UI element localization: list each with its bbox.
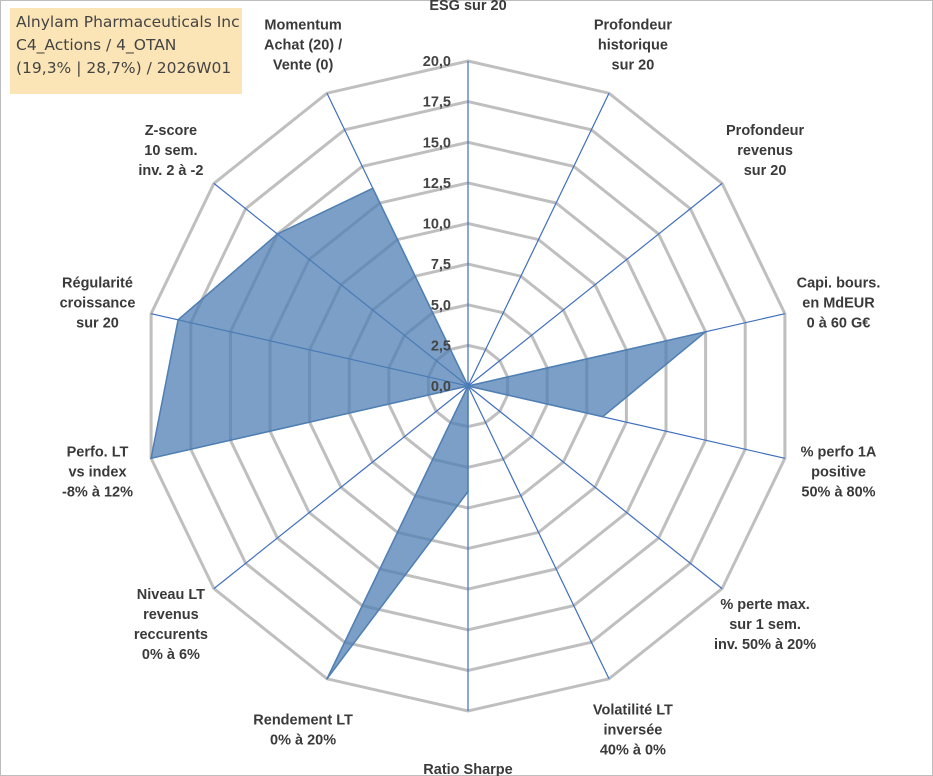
axis-label-3-line-2: 0 à 60 G€	[807, 315, 871, 331]
info-box: Alnylam Pharmaceuticals Inc C4_Actions /…	[10, 8, 242, 94]
spoke-2	[467, 182, 723, 387]
axis-label-9-line-1: revenus	[143, 607, 199, 623]
data-point-12	[276, 233, 279, 235]
axis-label-13-line-1: Achat (20) /	[264, 38, 342, 54]
series-area	[150, 187, 707, 680]
tick-label-4: 10,0	[423, 217, 451, 233]
axis-label-0-line-1: ESG sur 20	[429, 0, 506, 14]
data-point-13	[372, 187, 374, 190]
axis-label-12-line-1: 10 sem.	[144, 143, 197, 159]
axis-label-13-line-0: Momentum	[264, 18, 341, 34]
data-point-11	[177, 319, 179, 321]
axis-label-6-line-2: 40% à 0%	[600, 742, 666, 758]
axis-label-5-line-1: sur 1 sem.	[729, 617, 801, 633]
axis-label-layer: NoteESG sur 20 Profondeur historique sur 20…	[60, 0, 881, 776]
data-point-4	[601, 415, 604, 418]
tick-label-1: 2,5	[431, 338, 451, 354]
axis-label-4-line-0: % perfo 1A	[801, 445, 877, 461]
axis-label-2-line-1: revenus	[737, 143, 793, 159]
axis-label-8-line-1: 0% à 20%	[270, 732, 336, 748]
axis-label-11-line-0: Régularité	[62, 275, 133, 291]
data-point-3	[704, 331, 707, 333]
axis-label-2: Profondeur revenus sur 20	[726, 123, 804, 179]
axis-label-1-line-1: historique	[598, 38, 668, 54]
tick-label-2: 5,0	[431, 298, 451, 314]
axis-label-13: Momentum Achat (20) / Vente (0)	[264, 18, 342, 74]
axis-label-5-line-2: inv. 50% à 20%	[714, 637, 816, 653]
axis-label-6-line-1: inversée	[603, 722, 662, 738]
info-company: Alnylam Pharmaceuticals Inc	[16, 13, 240, 31]
axis-label-12-line-0: Z-score	[145, 123, 197, 139]
axis-label-10-line-0: Perfo. LT	[67, 445, 129, 461]
axis-label-7-line-0: Ratio Sharpe	[423, 762, 512, 776]
axis-label-13-line-2: Vente (0)	[273, 58, 334, 74]
axis-label-5: % perte max. sur 1 sem. inv. 50% à 20%	[714, 597, 816, 653]
axis-label-9-line-0: Niveau LT	[137, 587, 205, 603]
data-point-9	[467, 385, 469, 387]
axis-label-3-line-0: Capi. bours.	[797, 275, 881, 291]
tick-label-5: 12,5	[423, 176, 451, 192]
axis-label-10-line-2: -8% à 12%	[62, 485, 133, 501]
axis-label-2-line-2: sur 20	[744, 163, 787, 179]
axis-label-9-line-3: 0% à 6%	[142, 647, 200, 663]
axis-label-3: Capi. bours. en MdEUR 0 à 60 G€	[797, 275, 881, 331]
axis-label-4-line-2: 50% à 80%	[801, 485, 875, 501]
axis-label-1-line-2: sur 20	[612, 58, 655, 74]
tick-layer: 0,0 2,5 5,0 7,5 10,0 12,5 15,0 17,5 20,0	[423, 54, 451, 395]
spoke-1	[467, 92, 610, 387]
tick-label-7: 17,5	[423, 95, 451, 111]
info-stats: (19,3% | 28,7%) / 2026W01	[16, 59, 232, 77]
tick-label-6: 15,0	[423, 135, 451, 151]
axis-label-2-line-0: Profondeur	[726, 123, 804, 139]
tick-label-0: 0,0	[431, 379, 451, 395]
info-portfolio: C4_Actions / 4_OTAN	[16, 36, 177, 54]
axis-label-6-line-0: Volatilité LT	[593, 702, 673, 718]
axis-label-5-line-0: % perte max.	[720, 597, 809, 613]
axis-label-10: Perfo. LT vs index -8% à 12%	[62, 445, 133, 501]
axis-label-8: Rendement LT 0% à 20%	[253, 712, 353, 748]
axis-label-11-line-2: sur 20	[76, 315, 119, 331]
spoke-6	[467, 385, 610, 680]
axis-label-11: Régularité croissance sur 20	[60, 275, 136, 331]
data-point-10	[150, 457, 152, 460]
axis-label-6: Volatilité LT inversée 40% à 0%	[593, 702, 673, 758]
tick-label-3: 7,5	[431, 257, 451, 273]
axis-label-12-line-2: inv. 2 à -2	[138, 163, 203, 179]
axis-label-4-line-1: positive	[811, 465, 866, 481]
data-point-8	[326, 678, 328, 680]
axis-label-8-line-0: Rendement LT	[253, 712, 353, 728]
data-point-7	[467, 490, 469, 493]
axis-label-9: Niveau LT revenus reccurents 0% à 6%	[134, 587, 208, 663]
axis-label-1: Profondeur historique sur 20	[594, 18, 672, 74]
axis-label-11-line-1: croissance	[60, 295, 136, 311]
axis-label-9-line-2: reccurents	[134, 627, 208, 643]
axis-label-0: NoteESG sur 20	[429, 0, 506, 14]
axis-label-3-line-1: en MdEUR	[802, 295, 875, 311]
axis-label-12: Z-score 10 sem. inv. 2 à -2	[138, 123, 203, 179]
spoke-9	[213, 385, 469, 590]
series-layer	[150, 187, 707, 680]
axis-label-7: Ratio Sharpe0 à 1	[423, 762, 512, 776]
tick-label-8: 20,0	[423, 54, 451, 70]
spoke-5	[467, 385, 723, 590]
axis-label-4: % perfo 1A positive 50% à 80%	[801, 445, 877, 501]
axis-label-1-line-0: Profondeur	[594, 18, 672, 34]
axis-label-10-line-1: vs index	[68, 465, 126, 481]
